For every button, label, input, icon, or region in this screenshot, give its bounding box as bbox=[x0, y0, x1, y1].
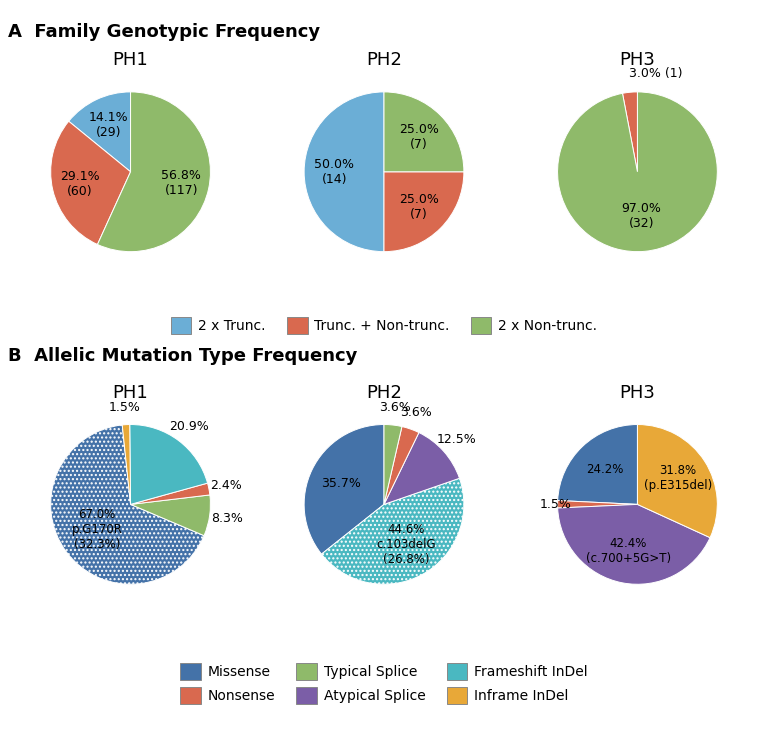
Title: PH1: PH1 bbox=[113, 51, 148, 69]
Text: 25.0%
(7): 25.0% (7) bbox=[399, 123, 439, 151]
Legend: Missense, Nonsense, Typical Splice, Atypical Splice, Frameshift InDel, Inframe I: Missense, Nonsense, Typical Splice, Atyp… bbox=[174, 657, 594, 710]
Title: PH2: PH2 bbox=[366, 51, 402, 69]
Wedge shape bbox=[558, 501, 637, 508]
Text: 3.0% (1): 3.0% (1) bbox=[629, 67, 682, 80]
Wedge shape bbox=[558, 425, 637, 504]
Text: 20.9%: 20.9% bbox=[169, 420, 209, 433]
Text: 1.5%: 1.5% bbox=[540, 498, 572, 511]
Legend: 2 x Trunc., Trunc. + Non-trunc., 2 x Non-trunc.: 2 x Trunc., Trunc. + Non-trunc., 2 x Non… bbox=[165, 311, 603, 339]
Text: 97.0%
(32): 97.0% (32) bbox=[621, 202, 661, 230]
Title: PH3: PH3 bbox=[620, 384, 655, 401]
Wedge shape bbox=[68, 92, 131, 172]
Text: 42.4%
(c.700+5G>T): 42.4% (c.700+5G>T) bbox=[586, 537, 671, 566]
Title: PH1: PH1 bbox=[113, 384, 148, 401]
Wedge shape bbox=[384, 433, 459, 504]
Wedge shape bbox=[304, 425, 384, 554]
Wedge shape bbox=[558, 92, 717, 251]
Wedge shape bbox=[51, 121, 131, 244]
Text: 3.6%: 3.6% bbox=[379, 401, 411, 414]
Title: PH3: PH3 bbox=[620, 51, 655, 69]
Text: 56.8%
(117): 56.8% (117) bbox=[161, 169, 201, 197]
Text: 14.1%
(29): 14.1% (29) bbox=[88, 111, 128, 139]
Text: 25.0%
(7): 25.0% (7) bbox=[399, 193, 439, 221]
Text: 35.7%: 35.7% bbox=[321, 477, 361, 490]
Text: A  Family Genotypic Frequency: A Family Genotypic Frequency bbox=[8, 23, 319, 42]
Text: 29.1%
(60): 29.1% (60) bbox=[60, 170, 100, 197]
Wedge shape bbox=[131, 495, 210, 536]
Text: 1.5%: 1.5% bbox=[109, 401, 141, 414]
Text: 3.6%: 3.6% bbox=[401, 406, 432, 419]
Wedge shape bbox=[130, 425, 207, 504]
Text: 12.5%: 12.5% bbox=[437, 433, 477, 446]
Wedge shape bbox=[322, 478, 464, 584]
Wedge shape bbox=[98, 92, 210, 251]
Title: PH2: PH2 bbox=[366, 384, 402, 401]
Wedge shape bbox=[384, 172, 464, 251]
Text: 31.8%
(p.E315del): 31.8% (p.E315del) bbox=[644, 464, 712, 493]
Text: 44.6%
c.103delG
(26.8%): 44.6% c.103delG (26.8%) bbox=[376, 523, 436, 567]
Wedge shape bbox=[122, 425, 131, 504]
Text: 8.3%: 8.3% bbox=[211, 512, 243, 525]
Wedge shape bbox=[131, 483, 210, 504]
Wedge shape bbox=[623, 92, 637, 172]
Text: 2.4%: 2.4% bbox=[210, 479, 242, 492]
Wedge shape bbox=[51, 425, 204, 584]
Wedge shape bbox=[384, 92, 464, 172]
Text: 50.0%
(14): 50.0% (14) bbox=[314, 158, 355, 186]
Wedge shape bbox=[304, 92, 384, 251]
Wedge shape bbox=[384, 427, 419, 504]
Wedge shape bbox=[384, 425, 402, 504]
Text: B  Allelic Mutation Type Frequency: B Allelic Mutation Type Frequency bbox=[8, 347, 357, 366]
Text: 24.2%: 24.2% bbox=[586, 463, 623, 476]
Wedge shape bbox=[558, 504, 710, 584]
Text: 67.0%
p.G170R
(32.3%): 67.0% p.G170R (32.3%) bbox=[71, 507, 123, 550]
Wedge shape bbox=[637, 425, 717, 537]
